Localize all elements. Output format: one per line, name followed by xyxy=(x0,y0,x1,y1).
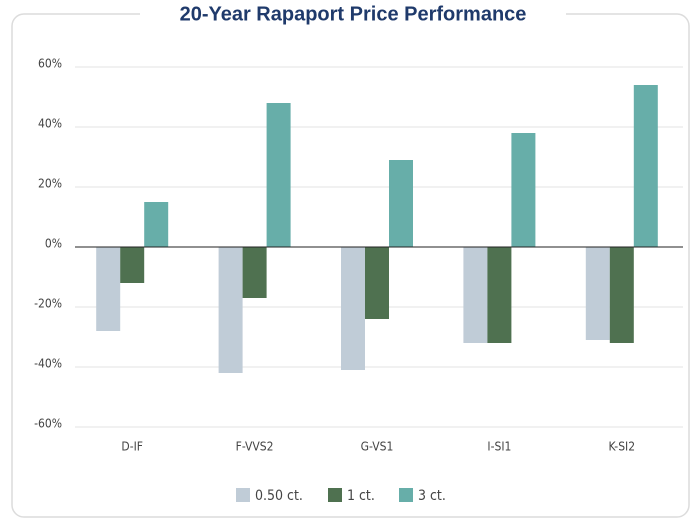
legend-label: 0.50 ct. xyxy=(255,488,303,504)
bar xyxy=(389,160,413,247)
bar xyxy=(463,247,488,343)
bar xyxy=(218,247,243,373)
bar xyxy=(341,247,365,370)
bar xyxy=(266,103,291,247)
x-tick-label: D-IF xyxy=(121,440,143,454)
bar xyxy=(120,247,145,283)
bar xyxy=(609,247,634,343)
y-tick-label: -60% xyxy=(34,417,62,431)
y-tick-label: 0% xyxy=(45,237,62,251)
bar xyxy=(144,202,169,247)
legend-label: 3 ct. xyxy=(418,488,446,504)
chart-title: 20-Year Rapaport Price Performance xyxy=(180,3,527,25)
x-tick-label: F-VVS2 xyxy=(236,440,274,454)
legend-swatch xyxy=(236,488,250,502)
title-backdrop xyxy=(140,2,566,28)
bar xyxy=(487,247,512,343)
bar xyxy=(242,247,267,298)
bar xyxy=(96,247,121,331)
y-tick-label: 20% xyxy=(38,177,62,191)
x-tick-label: G-VS1 xyxy=(361,440,394,454)
y-tick-label: -40% xyxy=(34,357,62,371)
y-tick-label: 60% xyxy=(38,57,62,71)
legend-swatch xyxy=(399,488,413,502)
legend-label: 1 ct. xyxy=(347,488,375,504)
legend-swatch xyxy=(328,488,342,502)
bar xyxy=(511,133,536,247)
x-tick-label: I-SI1 xyxy=(487,440,511,454)
y-tick-label: -20% xyxy=(34,297,62,311)
bar xyxy=(365,247,389,319)
y-tick-label: 40% xyxy=(38,117,62,131)
bar xyxy=(633,85,658,247)
bar xyxy=(585,247,610,340)
x-tick-label: K-SI2 xyxy=(608,440,635,454)
